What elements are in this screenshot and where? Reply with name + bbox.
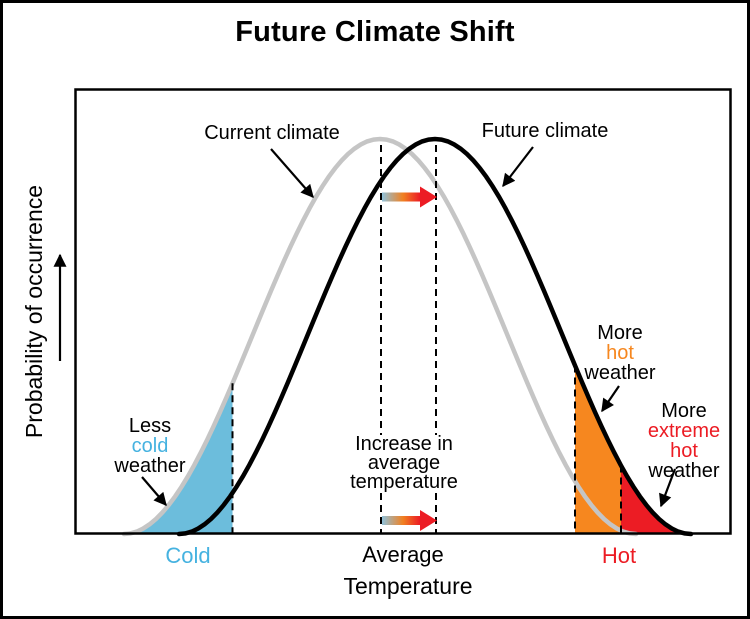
plot-border [74, 88, 732, 535]
more-hot-line-hot: hot [606, 342, 634, 364]
increase-line-2: average [367, 452, 441, 474]
shift-arrow-bottom-arrowhead [420, 510, 437, 531]
more-hot-weather-label: More hot weather [584, 323, 655, 383]
more-extreme-hot-weather-label: More extreme hot weather [648, 401, 720, 481]
x-tick-hot: Hot [601, 543, 637, 568]
increase-line-3: temperature [350, 471, 458, 493]
less-cold-line-cold: cold [131, 435, 169, 457]
region-extreme-hot-fill [621, 465, 691, 534]
less-cold-line-weather: weather [114, 455, 186, 477]
region-hot-fill [575, 365, 621, 534]
current-climate-arrow [270, 148, 314, 198]
climate-shift-chart [53, 88, 732, 537]
future-climate-curve [176, 136, 694, 537]
less-cold-arrow [141, 476, 167, 506]
less-cold-weather-label: Less cold weather [114, 416, 185, 476]
x-tick-cold: Cold [165, 543, 211, 568]
more-extreme-hot-arrow [659, 468, 677, 508]
x-axis-label: Temperature [343, 573, 473, 599]
more-extreme-line-extreme: extreme [647, 420, 721, 442]
region-cold-fill [124, 383, 233, 534]
more-hot-line-more: More [597, 322, 643, 344]
future-climate-arrow [502, 146, 534, 188]
increase-average-temperature-label: Increase in average temperature [347, 433, 461, 493]
shift-arrow-top-arrowhead [420, 186, 437, 208]
more-extreme-line-weather: weather [648, 460, 720, 482]
future-climate-label: Future climate [481, 120, 609, 142]
x-tick-average: Average [362, 542, 444, 567]
more-extreme-line-more: More [661, 400, 707, 422]
y-axis-label: Probability of occurrence [21, 184, 47, 439]
current-climate-curve [121, 136, 639, 537]
current-climate-label: Current climate [204, 122, 340, 144]
increase-line-1: Increase in [355, 433, 453, 455]
less-cold-line-less: Less [128, 415, 172, 437]
temperature-shift-arrow-bottom [382, 510, 437, 531]
more-extreme-line-hot: hot [670, 440, 698, 462]
more-hot-line-weather: weather [584, 362, 656, 384]
figure-title: Future Climate Shift [235, 16, 515, 48]
more-hot-arrow [601, 385, 620, 413]
temperature-shift-arrow-top [382, 186, 437, 208]
